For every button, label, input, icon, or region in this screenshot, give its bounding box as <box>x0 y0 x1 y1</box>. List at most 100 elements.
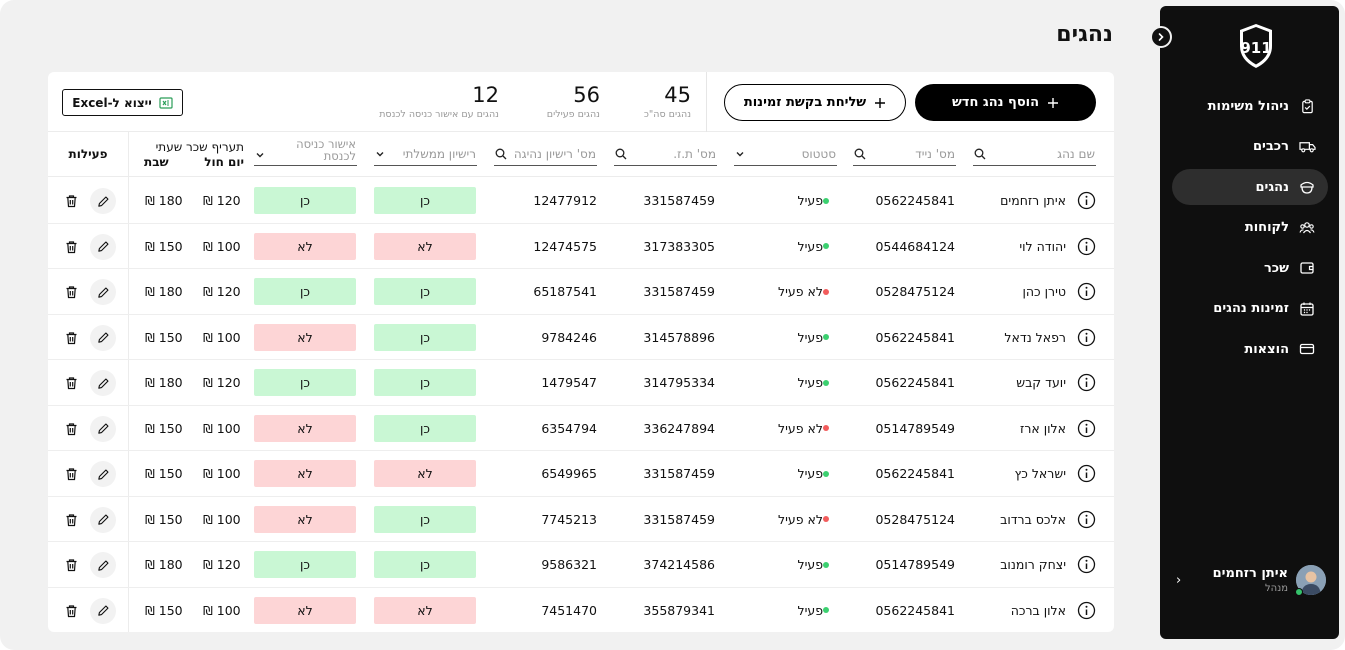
filter-name-input[interactable]: שם נהג <box>973 146 1096 166</box>
delete-button[interactable] <box>58 461 84 487</box>
sidebar-item-4[interactable]: שכר <box>1172 250 1328 286</box>
gov-license-badge: כן <box>374 414 476 442</box>
delete-button[interactable] <box>58 370 84 396</box>
edit-button[interactable] <box>90 597 116 624</box>
sidebar-item-6[interactable]: הוצאות <box>1172 331 1328 367</box>
weekday-rate: 100 ₪ <box>203 511 241 527</box>
edit-button[interactable] <box>90 506 116 533</box>
pencil-icon <box>97 468 109 480</box>
send-availability-button[interactable]: שליחת בקשת זמינות <box>724 84 906 121</box>
knesset-approval-badge: כן <box>254 187 356 214</box>
edit-button[interactable] <box>90 324 116 351</box>
edit-button[interactable] <box>90 461 116 487</box>
user-profile[interactable]: איתן רזחמים מנהל ‹ <box>1170 560 1330 600</box>
sidebar-item-2[interactable]: נהגים <box>1172 169 1328 205</box>
credit-card-icon <box>1298 340 1316 358</box>
edit-button[interactable] <box>90 415 116 442</box>
edit-button[interactable] <box>90 552 116 578</box>
sidebar-collapse-button[interactable] <box>1150 26 1172 48</box>
delete-button[interactable] <box>58 507 84 533</box>
shabbat-rate: 180 ₪ <box>145 557 183 572</box>
info-icon[interactable] <box>1077 419 1096 438</box>
delete-button[interactable] <box>58 416 84 442</box>
edit-button[interactable] <box>90 279 116 305</box>
add-driver-button[interactable]: הוסף נהג חדש <box>915 84 1096 121</box>
filter-status-select[interactable]: סטטוס <box>734 146 837 166</box>
drivers-card: הוסף נהג חדש שליחת בקשת זמינות 45 נהגים … <box>48 72 1114 632</box>
shabbat-header: שבת <box>144 155 169 169</box>
driver-phone: 0514789549 <box>875 557 955 572</box>
info-icon[interactable] <box>1077 191 1096 210</box>
filter-knesset-select[interactable]: אישור כניסה לכנסת <box>254 138 357 166</box>
sidebar-item-3[interactable]: לקוחות <box>1172 210 1328 246</box>
edit-button[interactable] <box>90 370 116 396</box>
info-icon[interactable] <box>1077 373 1096 392</box>
status-label: לא פעיל <box>778 420 823 436</box>
trash-icon <box>66 195 76 208</box>
chevron-left-icon[interactable]: ‹ <box>1176 572 1182 588</box>
trash-icon <box>66 377 76 390</box>
edit-button[interactable] <box>90 188 116 214</box>
export-excel-label: ייצוא ל-Excel <box>72 95 152 110</box>
sidebar-item-label: שכר <box>1263 260 1289 276</box>
info-icon[interactable] <box>1077 510 1096 529</box>
delete-button[interactable] <box>58 598 84 624</box>
stat-active-drivers: 56 נהגים פעילים <box>547 82 600 120</box>
pencil-icon <box>97 514 109 525</box>
hourly-rate-header: תעריף שכר שעתי יום חול שבת <box>144 140 244 169</box>
shabbat-rate: 150 ₪ <box>145 511 183 527</box>
driver-id-number: 374214586 <box>643 557 715 572</box>
filter-license-input[interactable]: מס' רישיון נהיגה <box>494 146 597 166</box>
avatar <box>1295 565 1326 596</box>
status-dot <box>823 288 829 295</box>
delete-button[interactable] <box>58 279 84 305</box>
filter-phone-input[interactable]: מס' נייד <box>853 146 956 166</box>
trash-icon <box>66 513 76 526</box>
delete-button[interactable] <box>58 188 84 214</box>
filter-placeholder: שם נהג <box>1057 147 1095 161</box>
status-dot <box>823 334 829 340</box>
filter-placeholder-line1: אישור כניסה <box>296 137 356 151</box>
shabbat-rate: 150 ₪ <box>145 329 183 345</box>
weekday-header: יום חול <box>204 155 244 169</box>
filter-placeholder: אישור כניסה לכנסת <box>296 138 356 162</box>
info-icon[interactable] <box>1077 282 1096 301</box>
status-label: פעיל <box>797 557 823 572</box>
export-excel-button[interactable]: ייצוא ל-Excel <box>62 89 183 116</box>
driver-name: איתן רזחמים <box>1000 193 1066 208</box>
filter-id-input[interactable]: מס' ת.ז. <box>614 146 717 166</box>
driver-id-number: 331587459 <box>643 284 715 299</box>
table-row: אלון ארז 0514789549 לא פעיל 336247894 635479… <box>48 406 1114 451</box>
delete-button[interactable] <box>58 234 84 260</box>
weekday-rate: 100 ₪ <box>203 329 241 345</box>
delete-button[interactable] <box>58 325 84 351</box>
wallet-icon <box>1298 259 1316 277</box>
info-icon[interactable] <box>1077 237 1096 256</box>
sidebar-item-5[interactable]: זמינות נהגים <box>1172 291 1328 327</box>
sidebar-item-1[interactable]: רכבים <box>1172 129 1328 165</box>
info-icon[interactable] <box>1077 464 1096 483</box>
driver-cap-icon <box>1298 178 1316 196</box>
shabbat-rate: 150 ₪ <box>145 602 183 618</box>
info-icon[interactable] <box>1077 555 1096 574</box>
sidebar-item-0[interactable]: ניהול משימות <box>1172 88 1328 124</box>
knesset-approval-badge: כן <box>254 551 356 578</box>
driver-status: פעיל <box>797 451 835 496</box>
info-icon[interactable] <box>1077 328 1096 347</box>
filter-placeholder: סטטוס <box>801 147 836 161</box>
info-icon[interactable] <box>1077 601 1096 620</box>
chevron-right-icon <box>1158 33 1164 41</box>
driver-name: יהודה לוי <box>1019 238 1066 254</box>
column-divider <box>128 132 129 632</box>
user-name: איתן רזחמים <box>1212 566 1288 581</box>
trash-icon <box>66 240 76 253</box>
filter-gov-license-select[interactable]: רישיון ממשלתי <box>374 146 477 166</box>
edit-button[interactable] <box>90 233 116 260</box>
driver-status: פעיל <box>797 588 835 633</box>
delete-button[interactable] <box>58 552 84 578</box>
driver-id-number: 331587459 <box>643 511 715 527</box>
users-icon <box>1298 219 1316 237</box>
status-dot <box>823 516 829 522</box>
add-driver-label: הוסף נהג חדש <box>951 95 1040 110</box>
logo-text: 911 <box>1240 39 1271 57</box>
